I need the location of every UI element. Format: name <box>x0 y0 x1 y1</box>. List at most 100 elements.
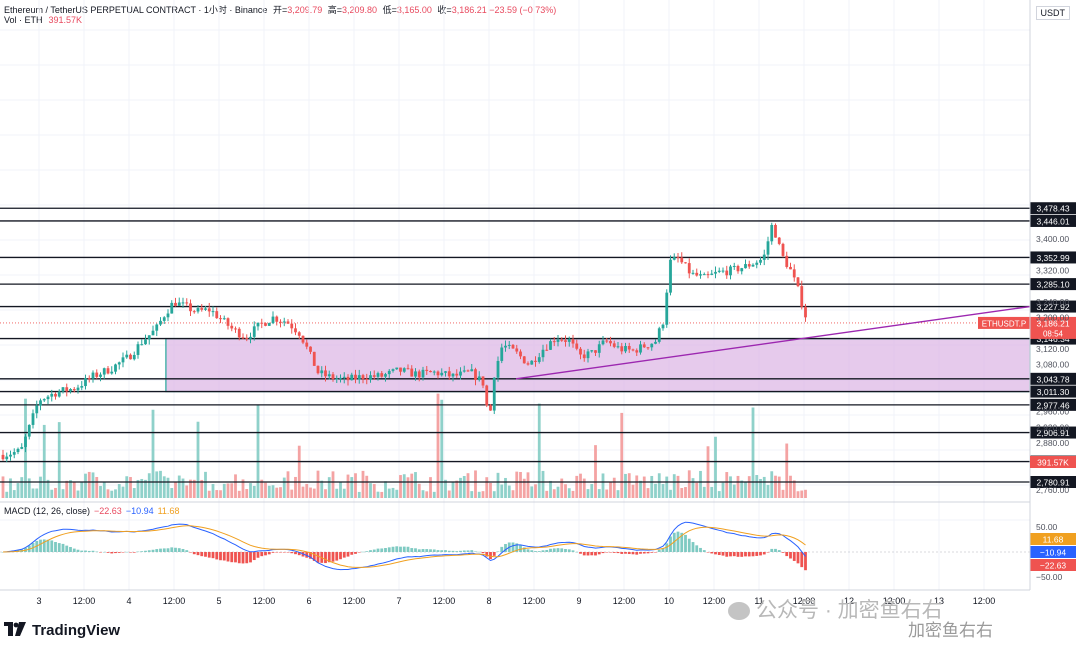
macd-hist-bar <box>361 551 365 553</box>
macd-hist-bar <box>691 542 695 552</box>
volume-bar <box>84 473 87 498</box>
candle-body <box>571 339 575 344</box>
volume-bar <box>61 489 65 498</box>
volume-bar <box>444 479 447 498</box>
volume-bar <box>635 475 639 498</box>
macd-hist-bar <box>222 552 226 561</box>
macd-hist-bar <box>762 552 766 555</box>
volume-bar <box>106 489 110 498</box>
volume-bar <box>710 486 714 498</box>
macd-hist-bar <box>492 552 496 556</box>
macd-legend[interactable]: MACD (12, 26, close) −22.63 −10.94 11.68 <box>4 506 179 516</box>
low-label: 低= <box>382 5 397 15</box>
volume-bar <box>680 487 684 498</box>
candle-body <box>297 332 301 336</box>
volume-bar <box>391 487 395 498</box>
candle-body <box>522 356 526 364</box>
trendline <box>515 305 1031 380</box>
candle-body <box>222 318 226 320</box>
macd-hist-bar <box>534 551 537 552</box>
volume-legend[interactable]: Vol · ETH 391.57K <box>4 15 82 25</box>
candle-body <box>702 274 706 276</box>
macd-hist-bar <box>676 531 680 552</box>
volume-badge-bg <box>1030 456 1076 468</box>
macd-hist-bar <box>421 549 425 552</box>
volume-bar <box>399 475 402 498</box>
volume-bar <box>384 481 387 498</box>
candle-body <box>151 330 155 336</box>
volume-bar <box>552 489 556 498</box>
candle-body <box>650 343 654 348</box>
volume-bar <box>256 404 260 498</box>
currency-button[interactable]: USDT <box>1035 6 1070 20</box>
candle-body <box>432 371 436 373</box>
volume-bar <box>594 445 597 498</box>
volume-bar <box>102 481 106 498</box>
candle-body <box>241 337 245 339</box>
macd-hist-bar <box>170 547 174 552</box>
volume-bar <box>796 491 800 498</box>
macd-hist-bar <box>496 551 500 552</box>
macd-hist-bar <box>582 552 586 556</box>
macd-hist-bar <box>102 551 106 553</box>
candle-body <box>350 374 354 381</box>
price-tick: 3,120.00 <box>1036 344 1069 354</box>
candle-body <box>380 373 384 377</box>
candle-body <box>721 270 725 272</box>
candle-body <box>601 340 605 345</box>
volume-bar <box>196 421 200 498</box>
macd-hist-bar <box>567 549 571 552</box>
volume-bar <box>342 488 346 498</box>
macd-hist-bar <box>121 552 125 553</box>
volume-bar <box>395 489 399 498</box>
volume-bar <box>267 485 271 498</box>
volume-bar <box>339 482 342 498</box>
volume-bar <box>500 484 504 498</box>
volume-bar <box>800 490 804 498</box>
time-tick: 12:00 <box>523 596 546 606</box>
volume-bar <box>736 475 740 498</box>
candle-body <box>65 387 69 392</box>
macd-hist-bar <box>140 551 144 552</box>
time-tick: 12:00 <box>793 596 816 606</box>
candle-body <box>612 343 616 347</box>
volume-bar <box>789 475 792 498</box>
volume-bar <box>586 489 590 498</box>
candle-body <box>207 308 211 312</box>
candle-body <box>264 323 267 326</box>
candle-body <box>12 452 16 455</box>
macd-hist-bar <box>147 550 151 552</box>
macd-hist-bar <box>781 552 785 553</box>
candle-body <box>54 393 57 397</box>
macd-hist-bar <box>414 548 417 552</box>
macd-hist-bar <box>541 550 545 552</box>
candle-body <box>444 371 447 373</box>
macd-hist-bar <box>774 548 777 552</box>
volume-bar <box>729 476 732 498</box>
macd-hist-bar <box>185 550 189 552</box>
macd-hist-bar <box>579 552 582 554</box>
level-label-bg <box>1030 398 1076 411</box>
symbol-description[interactable]: Ethereum / TetherUS PERPETUAL CONTRACT ·… <box>4 5 268 15</box>
candle-body <box>579 348 582 355</box>
tradingview-brand[interactable]: TradingView <box>4 622 120 639</box>
volume-bar <box>489 482 492 498</box>
macd-hist-bar <box>785 552 789 557</box>
volume-bar <box>170 487 174 498</box>
macd-hist-bar <box>309 552 312 559</box>
macd-hist-bar <box>234 552 237 563</box>
volume-bar <box>204 471 207 498</box>
candle-body <box>406 368 410 370</box>
volume-bar <box>526 472 530 498</box>
candle-body <box>305 342 309 347</box>
low-value: 3,165.00 <box>396 5 432 15</box>
candle-body <box>279 321 282 323</box>
candle-body <box>129 354 132 360</box>
macd-hist-bar <box>654 552 657 553</box>
candle-body <box>616 346 620 348</box>
macd-hist-bar <box>530 550 534 552</box>
candle-body <box>575 343 579 349</box>
macd-hist-bar <box>552 548 556 552</box>
candle-body <box>376 373 380 377</box>
